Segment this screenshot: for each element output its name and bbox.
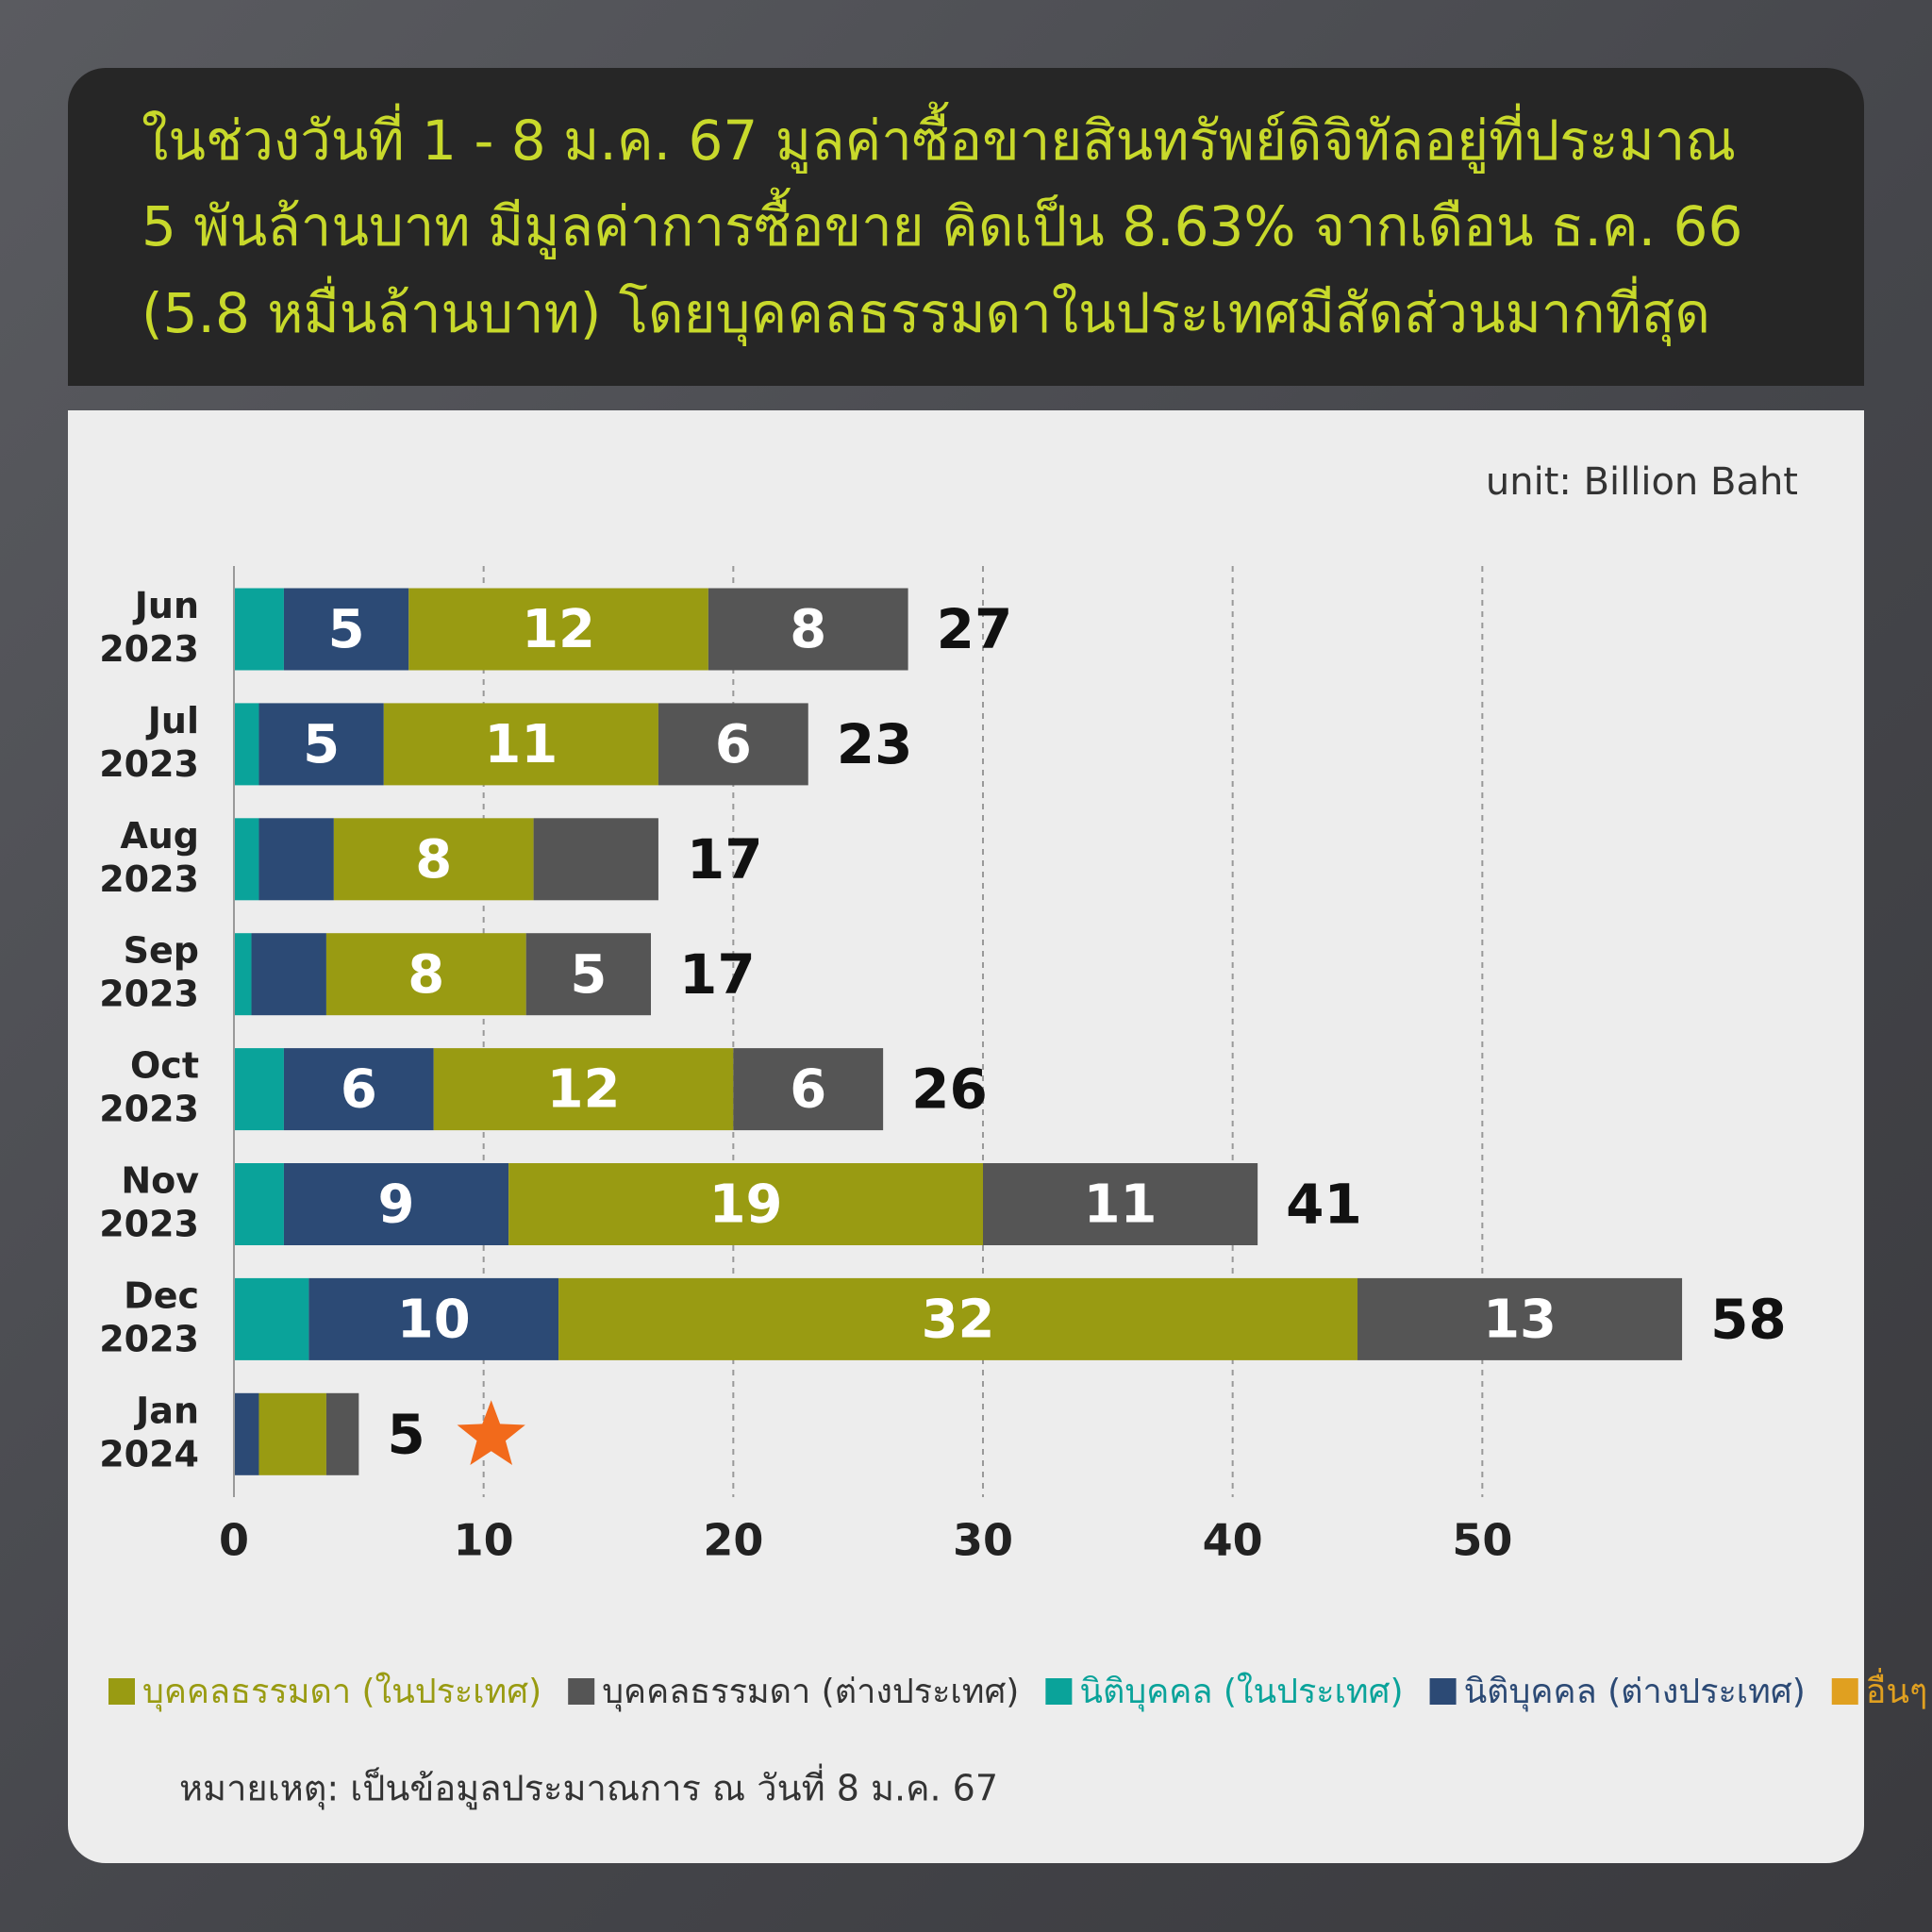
y-tick-label: Nov 2023 — [99, 1159, 199, 1244]
total-label: 17 — [679, 942, 756, 1007]
bar-segment — [708, 588, 908, 671]
bar-segment — [508, 1163, 983, 1245]
data-label: 5 — [303, 714, 340, 775]
data-label: 6 — [715, 714, 752, 775]
bar-segment — [308, 1277, 559, 1360]
data-label: 8 — [415, 829, 452, 891]
y-tick-label: Jul 2023 — [99, 699, 199, 784]
bar-segment — [251, 933, 326, 1016]
bar-segment — [234, 1048, 284, 1131]
bar-segment — [733, 1048, 884, 1131]
total-label: 27 — [937, 597, 1013, 661]
data-label: 5 — [328, 599, 365, 660]
bar-segment — [234, 818, 259, 901]
total-label: 23 — [837, 712, 913, 776]
bar-segment — [333, 818, 534, 901]
y-tick-label: Dec 2023 — [99, 1274, 199, 1359]
legend-label: นิติบุคคล (ในประเทศ) — [1079, 1672, 1403, 1712]
y-tick-label: Aug 2023 — [99, 814, 199, 899]
x-tick-label: 40 — [1203, 1515, 1263, 1566]
bar-segment — [325, 933, 526, 1016]
y-tick-label: Jan 2024 — [99, 1390, 199, 1474]
unit-label: unit: Billion Baht — [1486, 460, 1798, 504]
bar-segment — [325, 1392, 359, 1475]
bar-segment — [558, 1277, 1357, 1360]
bar-segment — [533, 818, 658, 901]
legend-label: อื่นๆ — [1866, 1668, 1928, 1711]
bar-segment — [983, 1163, 1258, 1245]
data-label: 12 — [522, 599, 595, 660]
data-label: 19 — [709, 1174, 783, 1236]
total-label: 5 — [387, 1402, 425, 1466]
legend-swatch — [1045, 1678, 1073, 1705]
legend-label: นิติบุคคล (ต่างประเทศ) — [1464, 1673, 1806, 1712]
data-label: 11 — [1084, 1174, 1158, 1236]
data-label: 9 — [378, 1174, 415, 1236]
bar-segment — [234, 1277, 309, 1360]
legend-swatch — [108, 1678, 135, 1705]
bar-segment — [258, 703, 384, 786]
bar-segment — [234, 1163, 284, 1245]
data-label: 10 — [397, 1290, 471, 1351]
data-label: 32 — [922, 1290, 995, 1351]
x-tick-label: 20 — [703, 1515, 763, 1566]
title-line: ในช่วงวันที่ 1 - 8 ม.ค. 67 มูลค่าซื้อขาย… — [142, 102, 1736, 174]
x-tick-label: 30 — [953, 1515, 1013, 1566]
legend-label: บุคคลธรรมดา (ต่างประเทศ) — [602, 1673, 1019, 1712]
bar-segment — [234, 703, 259, 786]
x-tick-label: 0 — [219, 1515, 249, 1566]
bar-segment — [408, 588, 708, 671]
legend-swatch — [1831, 1678, 1858, 1705]
bar-segment — [234, 933, 252, 1016]
total-label: 41 — [1286, 1173, 1362, 1237]
x-tick-label: 10 — [454, 1515, 514, 1566]
total-label: 17 — [687, 827, 763, 891]
data-label: 8 — [408, 944, 444, 1006]
bar-segment — [283, 1048, 434, 1131]
bar-segment — [234, 1392, 259, 1475]
bar-segment — [433, 1048, 734, 1131]
legend-label: บุคคลธรรมดา (ในประเทศ) — [142, 1672, 541, 1712]
total-label: 58 — [1710, 1288, 1787, 1352]
data-label: 5 — [570, 944, 607, 1006]
title-line: (5.8 หมื่นล้านบาท) โดยบุคคลธรรมดาในประเท… — [142, 275, 1710, 347]
legend-swatch — [568, 1678, 595, 1705]
bar-segment — [283, 588, 409, 671]
star-icon — [457, 1400, 525, 1466]
x-tick-label: 50 — [1452, 1515, 1512, 1566]
data-label: 6 — [341, 1059, 377, 1121]
title-line: 5 พันล้านบาท มีมูลค่าการซื้อขาย คิดเป็น … — [142, 188, 1742, 259]
bar-segment — [258, 818, 334, 901]
header-box — [68, 68, 1864, 386]
y-tick-label: Oct 2023 — [99, 1044, 199, 1129]
bar-segment — [234, 588, 284, 671]
bar-segment — [258, 1392, 326, 1475]
y-tick-label: Sep 2023 — [99, 929, 199, 1014]
legend-swatch — [1429, 1678, 1457, 1705]
data-label: 11 — [484, 714, 558, 775]
data-label: 12 — [547, 1059, 621, 1121]
total-label: 26 — [911, 1058, 988, 1122]
note: หมายเหตุ: เป็นข้อมูลประมาณการ ณ วันที่ 8… — [179, 1764, 998, 1810]
bar-segment — [283, 1163, 509, 1245]
bar-segment — [1357, 1277, 1683, 1360]
data-label: 6 — [790, 1059, 826, 1121]
bar-segment — [658, 703, 808, 786]
bar-segment — [525, 933, 651, 1016]
y-tick-label: Jun 2023 — [99, 585, 199, 670]
data-label: 8 — [790, 599, 826, 660]
data-label: 13 — [1483, 1290, 1557, 1351]
bar-segment — [383, 703, 658, 786]
